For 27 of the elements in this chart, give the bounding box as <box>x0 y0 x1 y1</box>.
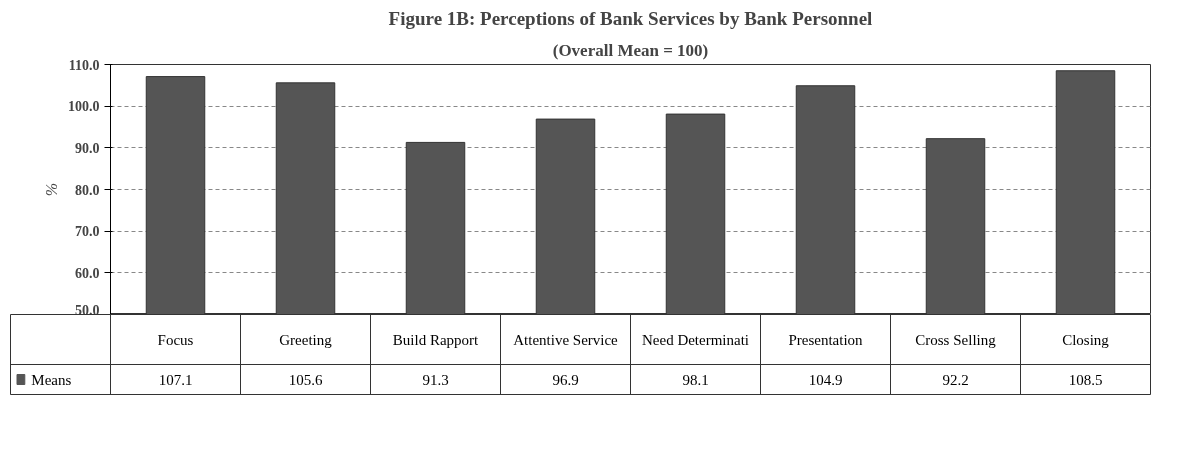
chart-subtitle: (Overall Mean = 100) <box>552 40 709 60</box>
y-tick-label: 110.0 <box>68 57 100 73</box>
chart-title: Figure 1B: Perceptions of Bank Services by Bank Personnel <box>388 7 873 29</box>
x-tick-label: Focus <box>157 331 194 348</box>
data-label: 104.9 <box>808 371 843 388</box>
x-tick-label: Attentive Service <box>513 331 619 348</box>
y-tick-label: 100.0 <box>68 99 100 115</box>
x-tick-label: Cross Selling <box>915 331 997 348</box>
x-tick-label: Need Determinati <box>641 331 750 348</box>
x-tick-label: Presentation <box>788 331 864 348</box>
legend-label: Means <box>31 371 72 388</box>
x-tick-label: Build Rapport <box>392 331 480 348</box>
data-label: 96.9 <box>552 371 579 388</box>
y-tick-label: 80.0 <box>75 182 100 198</box>
data-label: 98.1 <box>682 371 709 388</box>
x-tick-label: Greeting <box>279 331 333 348</box>
y-tick-label: 50.0 <box>75 302 100 318</box>
x-tick-label: Closing <box>1062 331 1110 348</box>
y-tick-label: 70.0 <box>75 224 100 240</box>
data-label: 92.2 <box>942 371 969 388</box>
y-tick-label: 60.0 <box>75 265 100 281</box>
data-label: 91.3 <box>422 371 449 388</box>
data-label: 105.6 <box>288 371 323 388</box>
data-label: 108.5 <box>1068 371 1103 388</box>
data-label: 107.1 <box>158 371 193 388</box>
y-tick-label: 90.0 <box>75 140 100 156</box>
y-axis-title: % <box>43 182 60 197</box>
